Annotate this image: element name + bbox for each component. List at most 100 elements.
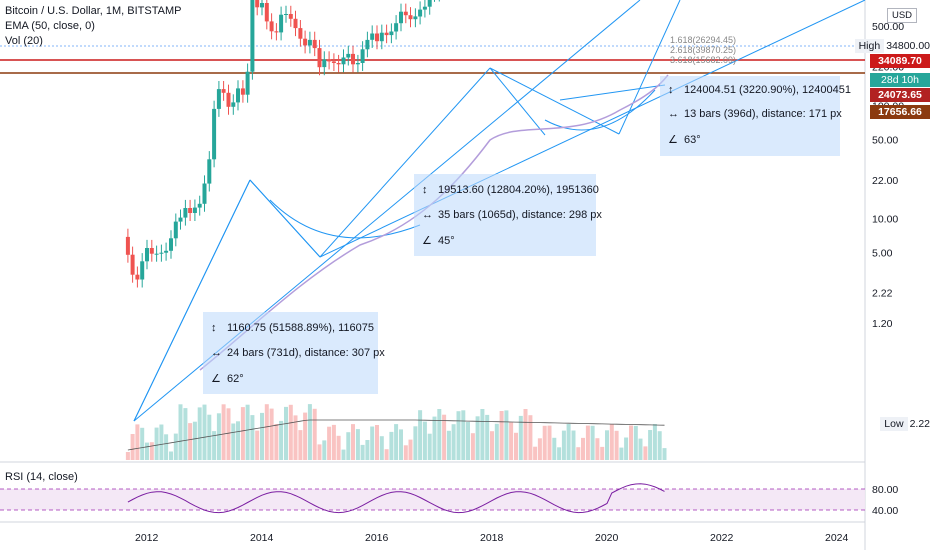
volume-bar xyxy=(571,430,576,460)
candle-body xyxy=(307,39,312,46)
candle-body xyxy=(341,57,346,65)
angle-icon: ∠ xyxy=(422,235,432,247)
candle-body xyxy=(413,16,418,20)
time-tick-label: 2014 xyxy=(250,532,274,544)
candle-body xyxy=(164,250,169,253)
volume-bar xyxy=(236,421,240,460)
volume-bar xyxy=(590,425,595,460)
volume-bar xyxy=(413,426,418,460)
volume-bar xyxy=(470,433,475,460)
candle-body xyxy=(169,238,173,251)
volume-bar xyxy=(202,404,207,460)
price-tag-red-level: 34089.70 xyxy=(870,54,930,68)
volume-bar xyxy=(394,424,399,460)
price-tick-label: 22.00 xyxy=(872,175,898,187)
volume-bar xyxy=(288,404,293,460)
candle-body xyxy=(231,102,236,107)
bar-range-icon: ↔ xyxy=(668,108,679,120)
volume-bar xyxy=(245,404,250,460)
measure-2-angle: 45° xyxy=(438,235,455,247)
volume-bar xyxy=(149,442,154,460)
volume-bar xyxy=(169,451,173,460)
candle-body xyxy=(288,14,293,19)
measure-box-2[interactable]: ↕ 19513.60 (12804.20%), 1951360 ↔ 35 bars … xyxy=(414,174,602,256)
candle-body xyxy=(370,33,375,40)
time-tick-label: 2022 xyxy=(710,532,734,544)
trend-line xyxy=(489,67,620,135)
candle-body xyxy=(279,14,284,33)
measure-box-1[interactable]: ↕ 1160.75 (51588.89%), 116075 ↔ 24 bars (7… xyxy=(203,312,385,394)
chart-legend: Bitcoin / U.S. Dollar, 1M, BITSTAMP EMA … xyxy=(5,4,181,49)
volume-bar xyxy=(351,424,355,460)
volume-bar xyxy=(192,421,197,460)
volume-bar xyxy=(370,426,375,460)
volume-bar xyxy=(231,423,236,460)
measure-box-3[interactable]: ↕ 124004.51 (3220.90%), 12400451 ↔ 13 bars… xyxy=(660,76,851,156)
volume-bar xyxy=(442,414,447,460)
volume-bar xyxy=(427,433,432,460)
angle-icon: ∠ xyxy=(668,134,678,146)
candle-body xyxy=(427,0,432,7)
volume-bar xyxy=(523,409,528,460)
trend-line xyxy=(319,0,866,258)
volume-bar xyxy=(609,424,614,460)
time-tick-label: 2012 xyxy=(135,532,159,544)
candle-body xyxy=(418,9,423,17)
volume-bar xyxy=(619,447,624,460)
candle-body xyxy=(298,28,303,39)
fib-label: 3.618(15682.09) xyxy=(670,55,736,65)
rsi-line xyxy=(127,483,665,514)
candle-body xyxy=(394,23,399,32)
candle-body xyxy=(212,108,217,160)
volume-bar xyxy=(614,430,619,460)
volume-bar xyxy=(317,444,322,460)
countdown-tag: 28d 10h xyxy=(870,73,930,87)
volume-bar xyxy=(576,447,581,460)
currency-badge[interactable]: USD xyxy=(887,8,917,23)
volume-bar xyxy=(533,446,538,460)
volume-bar xyxy=(255,430,260,460)
arc-line xyxy=(269,199,421,239)
low-value: 2.22 xyxy=(909,418,930,430)
candle-body xyxy=(274,31,279,33)
trend-line xyxy=(133,179,251,422)
volume-bar xyxy=(389,431,394,460)
volume-bar xyxy=(307,404,312,460)
fib-label: 2.618(39870.25) xyxy=(670,45,736,55)
measure-3-price: 124004.51 (3220.90%), 12400451 xyxy=(684,84,851,96)
symbol-title: Bitcoin / U.S. Dollar, 1M, BITSTAMP xyxy=(5,5,182,17)
price-tick-label: 10.00 xyxy=(872,214,898,226)
candle-body xyxy=(399,11,403,24)
price-tick-label: 2.22 xyxy=(872,288,893,300)
volume-bar xyxy=(461,410,466,460)
time-tick-label: 2016 xyxy=(365,532,389,544)
volume-bar xyxy=(365,440,370,460)
candle-body xyxy=(183,208,188,218)
volume-bar xyxy=(226,408,231,460)
volume-bar xyxy=(518,415,523,460)
volume-bar xyxy=(403,445,408,460)
volume-bar xyxy=(379,436,384,460)
volume-bar xyxy=(341,449,346,460)
volume-bar xyxy=(159,424,164,460)
candle-body xyxy=(250,0,255,72)
measure-1-price: 1160.75 (51588.89%), 116075 xyxy=(227,322,374,334)
candle-body xyxy=(264,3,269,22)
price-tick-label: 50.00 xyxy=(872,134,898,146)
candle-body xyxy=(408,15,413,20)
volume-bar xyxy=(279,420,284,460)
volume-bar xyxy=(240,407,245,460)
volume-bar xyxy=(537,438,542,460)
candle-body xyxy=(135,274,140,280)
candle-body xyxy=(173,221,178,239)
volume-bar xyxy=(566,424,571,460)
candle-body xyxy=(389,31,394,36)
volume-bar xyxy=(140,427,145,460)
volume-bar xyxy=(629,425,633,460)
candle-body xyxy=(202,183,207,204)
volume-bar xyxy=(216,413,221,460)
candle-body xyxy=(145,248,149,262)
volume-bar xyxy=(643,446,648,460)
